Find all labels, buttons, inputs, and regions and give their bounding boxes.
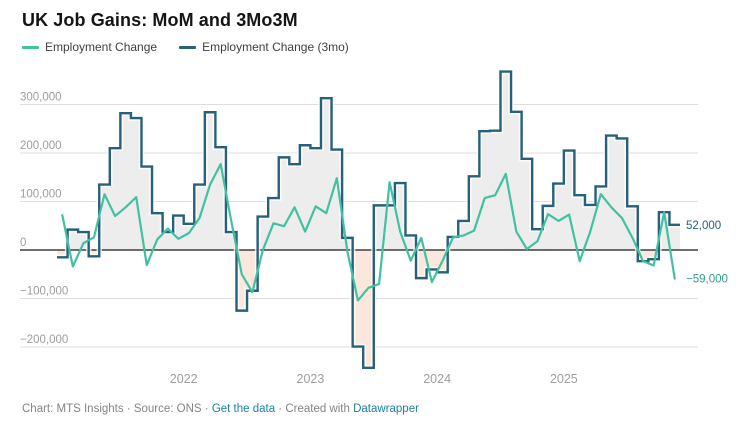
- chart-title: UK Job Gains: MoM and 3Mo3M: [22, 10, 298, 30]
- x-axis-year-label: 2025: [550, 372, 578, 386]
- x-axis-year-label: 2022: [170, 372, 198, 386]
- chart-header: UK Job Gains: MoM and 3Mo3M: [22, 8, 720, 32]
- series-mom-line: [61, 163, 676, 302]
- x-axis-year-label: 2023: [297, 372, 325, 386]
- y-axis-tick-label: 100,000: [20, 189, 62, 201]
- legend-swatch-line-icon: [22, 45, 39, 49]
- series-end-value-label: 52,000: [686, 220, 721, 232]
- footer-credit: Chart: MTS Insights · Source: ONS ·: [22, 403, 212, 415]
- legend-swatch-step-icon: [179, 45, 197, 49]
- get-the-data-link[interactable]: Get the data: [211, 403, 276, 415]
- y-axis-tick-label: −200,000: [20, 334, 68, 346]
- datawrapper-link[interactable]: Datawrapper: [353, 403, 419, 415]
- chart-svg: 300,000 200,000 100,000 0 −100,000 −200,000 20…: [20, 68, 728, 386]
- legend-label: Employment Change: [45, 40, 158, 54]
- y-axis-tick-label: 300,000: [20, 92, 62, 104]
- legend-item-employment-change: Employment Change: [22, 40, 157, 54]
- y-axis-tick-label: 0: [20, 237, 26, 249]
- footer-created-with: · Created with: [275, 403, 354, 415]
- legend-label: Employment Change (3mo): [202, 40, 349, 54]
- legend: Employment Change Employment Change (3mo…: [22, 40, 349, 54]
- series-end-value-label: −59,000: [686, 274, 728, 286]
- y-axis-tick-label: −100,000: [20, 286, 68, 298]
- legend-item-employment-change-3mo: Employment Change (3mo): [179, 40, 349, 54]
- area-fill-negative: [57, 250, 680, 368]
- series-3mo-step-line: [57, 70, 680, 370]
- chart-footer: Chart: MTS Insights · Source: ONS · Get …: [22, 403, 720, 415]
- x-axis-year-label: 2024: [423, 372, 451, 386]
- y-axis-tick-label: 200,000: [20, 140, 62, 152]
- chart-area: 300,000 200,000 100,000 0 −100,000 −200,000 20…: [0, 60, 740, 395]
